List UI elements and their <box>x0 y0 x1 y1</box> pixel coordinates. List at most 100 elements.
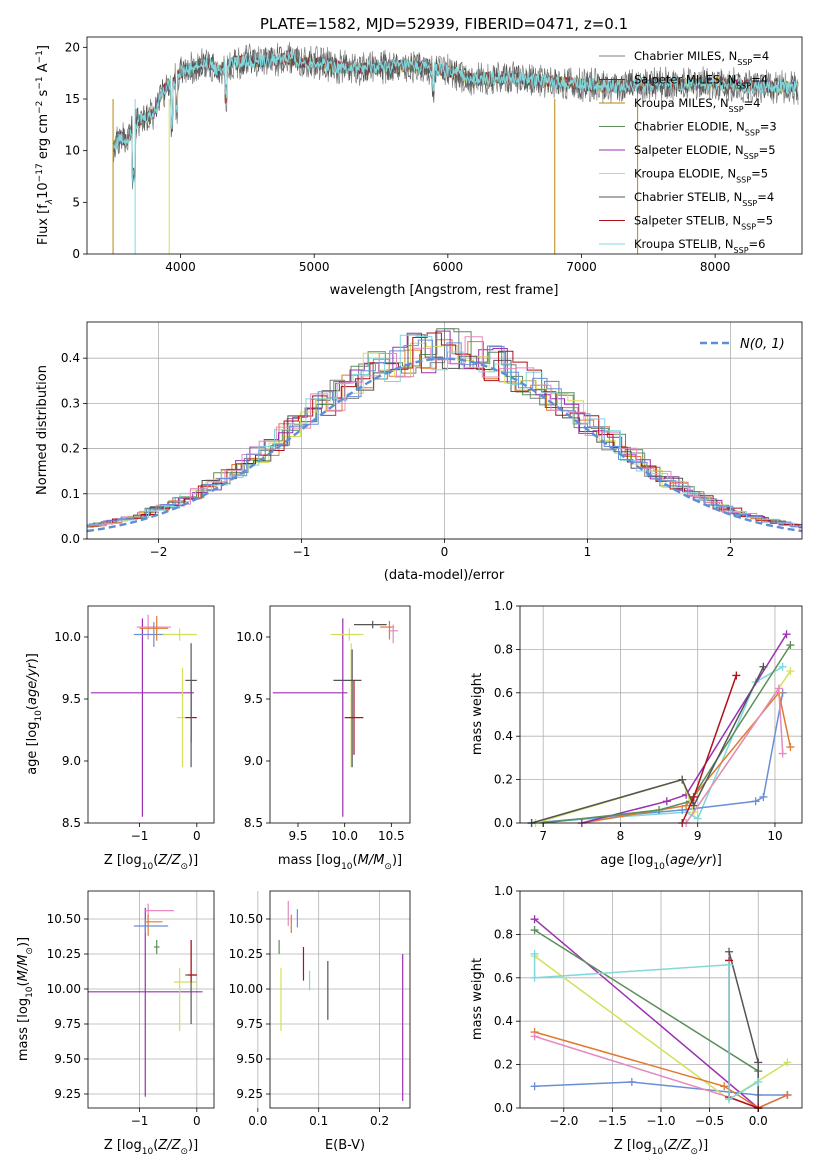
label-part: 10 <box>653 862 665 872</box>
legend-label: Kroupa MILES, NSSP=4 <box>634 96 760 114</box>
weight-marker <box>786 667 795 676</box>
weight-marker <box>732 671 741 680</box>
weight-line <box>535 670 792 824</box>
label-part: age [log <box>600 853 653 868</box>
label-part: ] <box>36 45 51 50</box>
legend-sub: SSP <box>741 222 756 231</box>
y-tick-label: 0.3 <box>61 396 80 410</box>
x-tick-label: 10.0 <box>331 829 358 843</box>
label-part: )] <box>392 853 402 868</box>
y-tick-label: 9.25 <box>54 1087 81 1101</box>
legend-label: Salpeter ELODIE, NSSP=5 <box>634 143 776 161</box>
label-part: M/M <box>358 853 385 868</box>
x-tick-label: 10 <box>767 829 782 843</box>
weight-line <box>685 686 784 824</box>
y-tick-label: 9.75 <box>54 1017 81 1031</box>
label-part: erg cm <box>36 114 51 163</box>
legend-text: Chabrier ELODIE, N <box>634 120 745 134</box>
histogram-step <box>87 330 802 527</box>
legend-sub: SSP <box>729 105 744 114</box>
label-part: Flux [f <box>36 204 51 245</box>
plot-area <box>112 42 799 254</box>
legend-sub: SSP <box>742 199 757 208</box>
plot-area <box>272 618 398 817</box>
label-part: λ <box>45 199 55 205</box>
legend-text: Salpeter MILES, N <box>634 73 736 87</box>
legend-count: =4 <box>751 73 768 87</box>
weight-marker <box>778 749 787 758</box>
x-axis-label: Z [log10(Z/Z⊙)] <box>614 1138 708 1157</box>
y-tick-label: 0.8 <box>494 927 513 941</box>
x-tick-label: 0 <box>441 545 449 559</box>
y-tick-label: 9.0 <box>244 754 263 768</box>
legend-entry: Kroupa STELIB, NSSP=6 <box>599 237 765 255</box>
legend-count: =5 <box>759 143 776 157</box>
label-part: Z [log <box>104 853 142 868</box>
y-axis-label: Normed distribution <box>35 365 50 495</box>
label-part: ( <box>153 1138 158 1153</box>
x-tick-label: 2 <box>727 545 735 559</box>
y-tick-label: 10.0 <box>54 630 81 644</box>
axes-frame <box>519 890 803 1109</box>
legend-text: Salpeter STELIB, N <box>634 214 741 228</box>
x-tick-label: −1.5 <box>598 1114 627 1128</box>
label-part: −2 <box>35 101 45 114</box>
y-tick-label: 8.5 <box>62 816 81 830</box>
weight-marker <box>627 1077 636 1086</box>
label-part: ⊙ <box>180 862 188 872</box>
y-tick-label: 5 <box>72 195 80 209</box>
weight-marker <box>655 805 664 814</box>
x-tick-label: −1 <box>293 545 311 559</box>
label-part: Z/Z <box>667 1138 691 1153</box>
legend-sub: SSP <box>734 246 749 255</box>
axes-frame <box>269 890 411 1109</box>
label-part: 10 <box>25 986 35 998</box>
label-part: )] <box>188 853 198 868</box>
x-axis-label: Z [log10(Z/Z⊙)] <box>104 853 198 872</box>
weight-line <box>728 960 759 1109</box>
legend-text: Chabrier MILES, N <box>634 49 737 63</box>
y-tick-label: 0 <box>72 247 80 261</box>
legend-entry: Chabrier STELIB, NSSP=4 <box>599 190 774 208</box>
x-tick-label: 7000 <box>566 260 597 274</box>
weight-marker <box>754 1058 763 1067</box>
x-tick-label: 0.0 <box>749 1114 768 1128</box>
weight-line <box>534 929 759 1108</box>
weight-marker <box>530 915 539 924</box>
weight-marker <box>689 801 698 810</box>
legend-label: Salpeter STELIB, NSSP=5 <box>634 214 773 232</box>
axes-frame <box>269 605 411 824</box>
label-part: 10 <box>36 182 51 199</box>
label-part: ( <box>663 1138 668 1153</box>
plot-area <box>90 614 197 817</box>
weight-line <box>534 1035 759 1109</box>
x-tick-label: 0.1 <box>309 1114 328 1128</box>
axes-frame <box>86 36 803 255</box>
label-part: 10 <box>652 1147 664 1157</box>
histogram-step <box>87 336 802 528</box>
weight-marker <box>786 743 795 752</box>
x-tick-label: 5000 <box>299 260 330 274</box>
label-part: ( <box>25 705 40 710</box>
x-axis-label: wavelength [Angstrom, rest frame] <box>330 283 559 298</box>
weight-marker <box>751 797 760 806</box>
weight-marker <box>725 1095 734 1104</box>
legend-label: Salpeter MILES, NSSP=4 <box>634 73 768 91</box>
weight-line <box>543 644 792 824</box>
axes-frame <box>87 890 215 1109</box>
axes-frame <box>519 605 803 824</box>
y-tick-label: 10.00 <box>47 982 81 996</box>
x-tick-label: 4000 <box>165 260 196 274</box>
label-part: Z/Z <box>157 853 181 868</box>
legend-count: =5 <box>751 167 768 181</box>
label-part: ⊙ <box>384 862 392 872</box>
x-tick-label: 6000 <box>433 260 464 274</box>
legend-label: Chabrier STELIB, NSSP=4 <box>634 190 774 208</box>
label-part: ( <box>665 853 670 868</box>
weight-marker <box>783 1090 792 1099</box>
label-part: age/yr <box>25 662 40 705</box>
y-tick-label: 10.25 <box>47 947 81 961</box>
y-tick-label: 0.2 <box>494 1058 513 1072</box>
